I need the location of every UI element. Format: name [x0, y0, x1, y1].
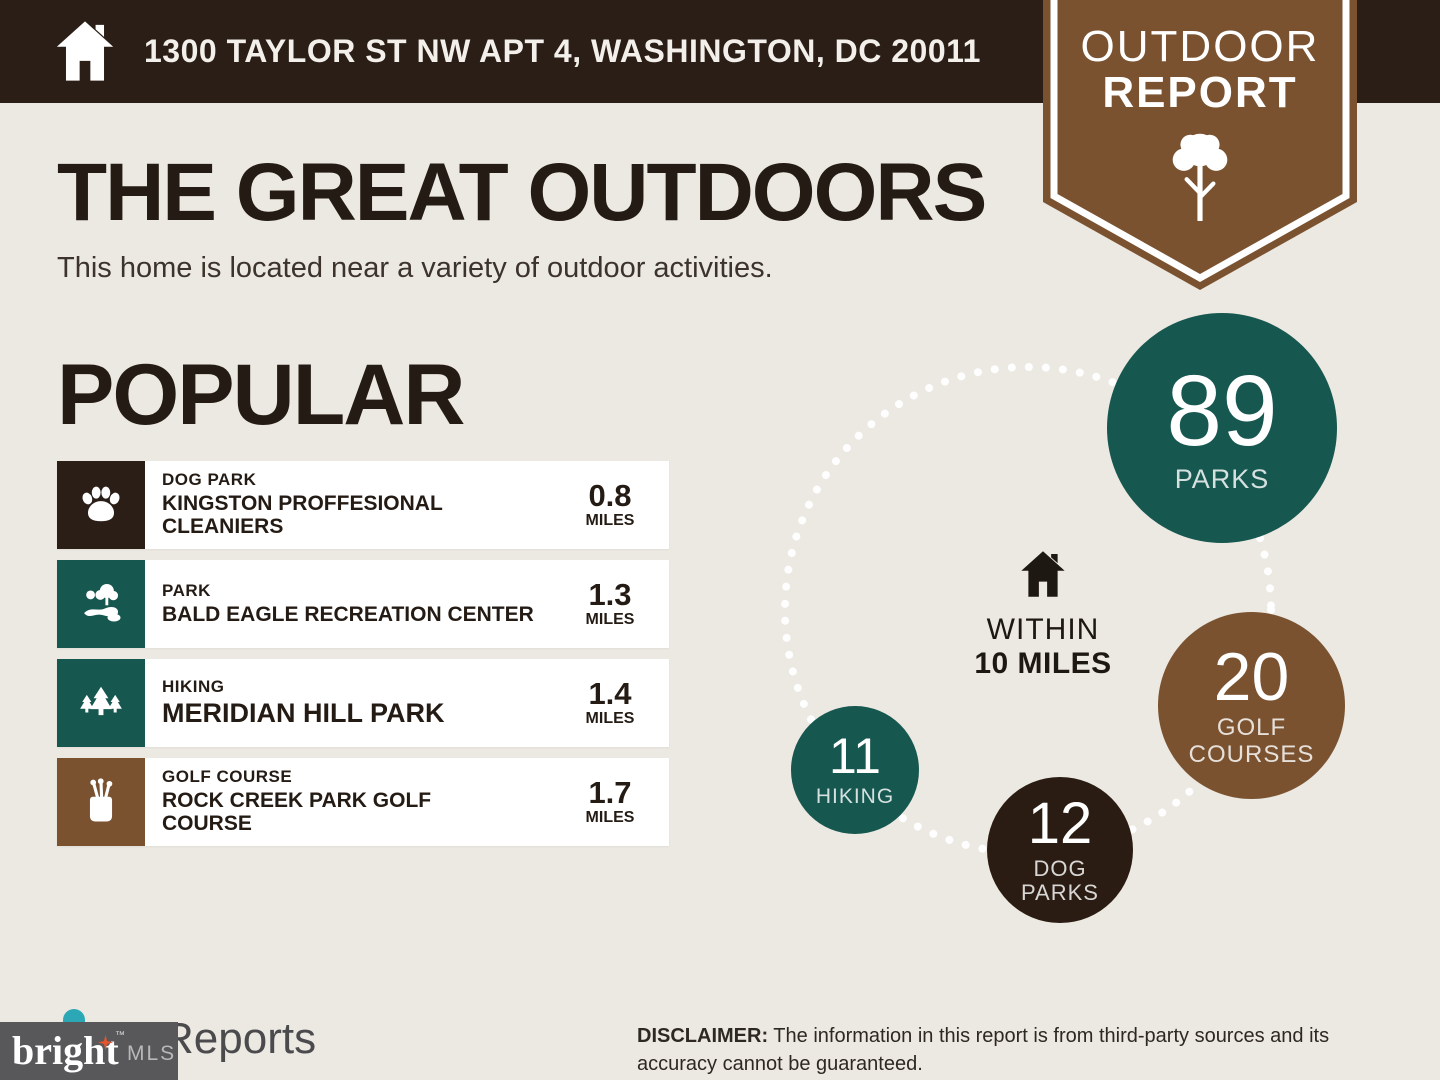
home-icon — [56, 21, 114, 81]
stat-label: PARKS — [1174, 464, 1270, 495]
home-icon — [1021, 551, 1065, 597]
stat-label: DOG PARKS — [1021, 855, 1099, 905]
stat-value: 12 — [1027, 790, 1093, 856]
disclaimer-body: The information in this report is from t… — [637, 1025, 1330, 1075]
item-distance-value: 0.8 — [588, 477, 632, 513]
stat-circle-parks: 89 PARKS — [1107, 313, 1337, 543]
item-icon-tile — [57, 461, 145, 549]
popular-heading: POPULAR — [57, 347, 465, 443]
item-distance: 1.7 MILES — [551, 758, 669, 846]
item-category: GOLF COURSE — [162, 767, 293, 787]
stat-value: 11 — [829, 728, 881, 785]
item-distance: 0.8 MILES — [551, 461, 669, 549]
stat-circle-golf-courses: 20 GOLF COURSES — [1158, 612, 1345, 799]
item-distance-unit: MILES — [585, 710, 635, 728]
list-item-park: PARK BALD EAGLE RECREATION CENTER 1.3 MI… — [57, 560, 669, 648]
item-category: DOG PARK — [162, 470, 257, 490]
popular-section: POPULAR DOG PARK KINGSTON PROFFESIONAL C… — [57, 347, 669, 846]
item-distance-value: 1.3 — [588, 576, 632, 612]
item-distance-unit: MILES — [585, 809, 635, 827]
radius-distance: 10 MILES — [974, 647, 1112, 680]
item-icon-tile — [57, 758, 145, 846]
within-radius-label: WITHIN 10 MILES — [948, 548, 1138, 681]
property-address: 1300 TAYLOR ST NW APT 4, WASHINGTON, DC … — [144, 33, 981, 69]
item-distance-value: 1.7 — [588, 774, 632, 810]
item-distance-unit: MILES — [585, 611, 635, 629]
park-icon — [84, 583, 121, 622]
stat-circle-dog-parks: 12 DOG PARKS — [987, 777, 1133, 923]
stat-value: 20 — [1213, 639, 1290, 716]
disclaimer-label: DISCLAIMER: — [637, 1025, 769, 1047]
badge-title-line1: OUTDOOR — [1080, 22, 1320, 71]
radius-dotted-ring — [781, 363, 1275, 857]
item-name: ROCK CREEK PARK GOLF COURSE — [162, 788, 432, 836]
item-distance-value: 1.4 — [588, 675, 632, 711]
bright-mls-logo: bright ™ MLS — [0, 1022, 178, 1080]
list-item-dog-park: DOG PARK KINGSTON PROFFESIONAL CLEANIERS… — [57, 461, 669, 549]
outdoor-report-badge: OUTDOOR REPORT — [1043, 0, 1357, 292]
item-name: BALD EAGLE RECREATION CENTER — [162, 602, 534, 626]
bright-wordmark: bright — [12, 1028, 119, 1073]
intro-section: THE GREAT OUTDOORS This home is located … — [57, 152, 1017, 285]
item-distance: 1.3 MILES — [551, 560, 669, 648]
trademark-symbol: ™ — [115, 1030, 125, 1041]
stat-label: GOLF COURSES — [1188, 714, 1315, 768]
stat-value: 89 — [1166, 355, 1278, 468]
item-category: HIKING — [162, 676, 225, 696]
reports-logo-text: Reports — [162, 1014, 317, 1063]
item-distance-unit: MILES — [585, 512, 635, 530]
stat-circle-hiking: 11 HIKING — [791, 706, 919, 834]
compass-star-icon — [97, 1034, 114, 1051]
golf-bag-icon — [89, 778, 113, 822]
page-subtitle: This home is located near a variety of o… — [57, 252, 773, 284]
item-name: MERIDIAN HILL PARK — [162, 698, 445, 729]
list-item-hiking: HIKING MERIDIAN HILL PARK 1.4 MILES — [57, 659, 669, 747]
paw-icon — [82, 486, 120, 522]
page-title: THE GREAT OUTDOORS — [57, 147, 987, 238]
stat-label: HIKING — [815, 785, 895, 809]
popular-list: DOG PARK KINGSTON PROFFESIONAL CLEANIERS… — [57, 461, 669, 857]
mls-wordmark: MLS — [127, 1042, 177, 1065]
within-word: WITHIN — [986, 613, 1100, 646]
item-category: PARK — [162, 580, 211, 600]
reports-logo-mark — [63, 1009, 85, 1023]
disclaimer-text: DISCLAIMER: The information in this repo… — [637, 1022, 1399, 1078]
item-icon-tile — [57, 659, 145, 747]
item-icon-tile — [57, 560, 145, 648]
badge-title-line2: REPORT — [1102, 68, 1298, 118]
list-item-golf: GOLF COURSE ROCK CREEK PARK GOLF COURSE … — [57, 758, 669, 846]
item-name: KINGSTON PROFFESIONAL CLEANIERS — [162, 491, 443, 539]
tree-icon — [1172, 134, 1228, 222]
pine-trees-icon — [80, 686, 122, 716]
item-distance: 1.4 MILES — [551, 659, 669, 747]
